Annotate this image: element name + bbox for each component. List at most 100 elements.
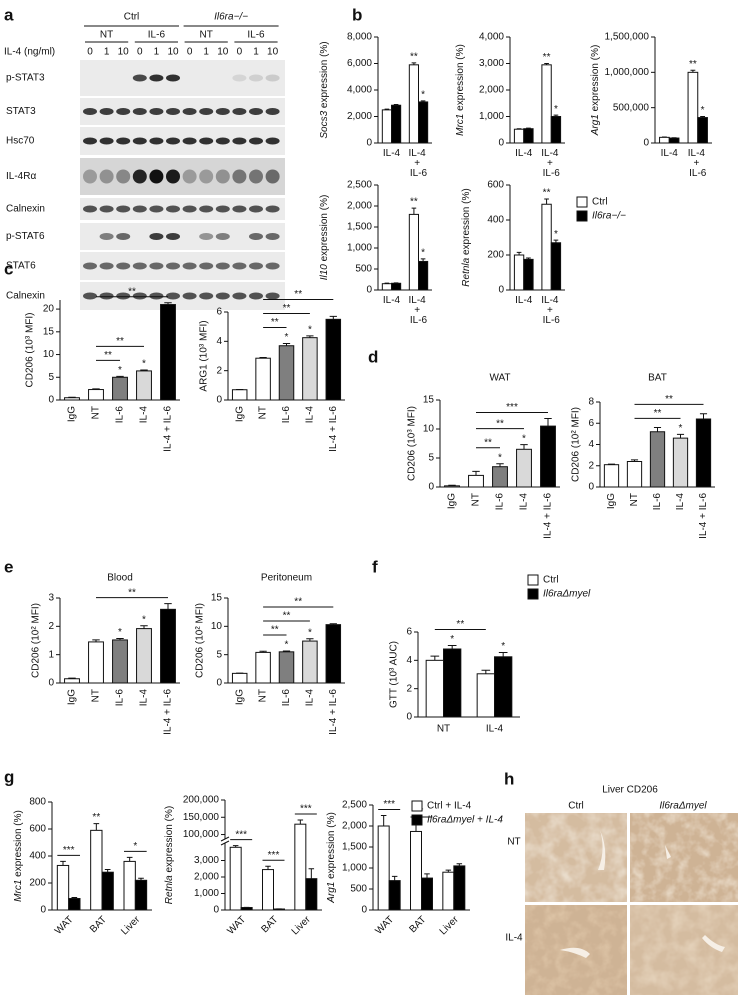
axis-break bbox=[220, 836, 230, 846]
x-tick-label: IL-4 bbox=[486, 724, 504, 735]
dose-label: 1 bbox=[154, 47, 160, 58]
blot-band bbox=[232, 169, 247, 184]
error-bar bbox=[60, 860, 66, 866]
bar bbox=[278, 651, 295, 684]
significance-mark: * bbox=[701, 105, 705, 116]
x-tick-label: IL-4 bbox=[519, 493, 530, 511]
blot-band bbox=[249, 233, 263, 240]
y-tick-label: 200,000 bbox=[183, 795, 220, 806]
bracket-label: ** bbox=[128, 286, 136, 297]
bracket-label: ** bbox=[654, 408, 662, 419]
y-tick-label: 15 bbox=[211, 593, 223, 604]
bar bbox=[229, 846, 242, 911]
blot-band bbox=[182, 292, 197, 300]
bar bbox=[90, 829, 103, 911]
y-tick-label: 4 bbox=[406, 655, 412, 666]
x-tick-label: IL-4 + IL-6 bbox=[688, 148, 708, 179]
blot-band bbox=[182, 262, 197, 270]
bar bbox=[442, 871, 455, 911]
bar bbox=[56, 864, 70, 911]
y-tick-label: 5 bbox=[216, 649, 222, 660]
panel-label: b bbox=[352, 5, 362, 24]
x-tick-label: IL-4 bbox=[515, 148, 533, 159]
bracket-label: *** bbox=[63, 845, 75, 856]
error-bar bbox=[520, 444, 528, 450]
error-bar bbox=[126, 856, 133, 862]
x-tick-label: IL-4 + IL-6 bbox=[408, 148, 428, 179]
dose-label: 0 bbox=[187, 47, 193, 58]
bar bbox=[541, 64, 552, 144]
significance-mark: ** bbox=[543, 52, 551, 63]
bar-chart: 0 500,000 1,000,000 1,500,000 Arg1 expressio… bbox=[590, 32, 712, 179]
histology-title: Liver CD206 bbox=[602, 785, 658, 796]
error-bar bbox=[411, 62, 417, 65]
error-bar bbox=[420, 258, 426, 262]
blot-band bbox=[99, 233, 114, 240]
y-axis-label: CD206 (10² MFI) bbox=[571, 407, 582, 482]
row-label: IL-4 bbox=[505, 933, 523, 944]
error-bar bbox=[329, 623, 337, 625]
blot-band bbox=[249, 292, 263, 300]
dose-label: 1 bbox=[104, 47, 110, 58]
blot-band bbox=[166, 205, 180, 213]
bar-chart: 0 2,000 4,000 6,000 8,000 Socs3 expression (%… bbox=[319, 32, 432, 179]
x-tick-label: IL-4 + IL-6 bbox=[543, 493, 554, 539]
bracket-label: ** bbox=[104, 350, 112, 361]
y-tick-label: 1,000,000 bbox=[605, 67, 650, 78]
significance-mark: * bbox=[308, 627, 312, 638]
bar bbox=[325, 318, 342, 401]
blot-band bbox=[83, 262, 97, 270]
significance-mark: * bbox=[501, 641, 505, 652]
bracket-label: ** bbox=[484, 437, 492, 448]
error-bar bbox=[380, 815, 387, 826]
blot-band bbox=[166, 108, 180, 115]
y-tick-label: 2 bbox=[48, 621, 54, 632]
y-axis-label: Retnla expression (%) bbox=[461, 188, 472, 286]
blot-band bbox=[199, 169, 214, 184]
tissue-texture bbox=[525, 813, 627, 902]
blot-band bbox=[132, 205, 147, 213]
bar bbox=[626, 461, 643, 488]
legend-label: Ctrl bbox=[592, 197, 608, 208]
y-tick-label: 2 bbox=[216, 365, 222, 376]
y-axis-label: Arg1 expression (%) bbox=[326, 812, 337, 904]
x-tick-label: NT bbox=[471, 493, 482, 506]
chart-title: WAT bbox=[489, 373, 510, 384]
x-tick-label: IL-4 bbox=[305, 406, 316, 424]
bar bbox=[231, 672, 248, 684]
bar bbox=[377, 825, 390, 911]
blot-band bbox=[166, 169, 180, 184]
bar bbox=[262, 869, 274, 911]
bar bbox=[418, 260, 429, 291]
dose-label: 10 bbox=[118, 47, 130, 58]
y-tick-label: 500,000 bbox=[613, 102, 650, 113]
bar-chart: 0 2 4 6 8 CD206 (10² MFI) BAT * IgG NT IL-6 IL-4 IL-… bbox=[571, 373, 715, 539]
bar bbox=[468, 474, 484, 488]
bar bbox=[649, 431, 666, 488]
blot-band bbox=[99, 205, 114, 213]
y-tick-label: 2,000 bbox=[342, 821, 367, 832]
y-axis-label: Mrc1 expression (%) bbox=[455, 44, 466, 136]
significance-mark: * bbox=[118, 627, 122, 638]
significance-mark: * bbox=[421, 90, 425, 101]
y-tick-label: 0 bbox=[40, 905, 46, 916]
blot-band bbox=[99, 169, 114, 184]
bracket-label: *** bbox=[268, 850, 280, 861]
error-bar bbox=[92, 388, 100, 390]
error-bar bbox=[308, 868, 315, 879]
blot-band bbox=[116, 205, 131, 213]
treatment-label: NT bbox=[100, 30, 113, 41]
y-tick-label: 2,500 bbox=[342, 800, 367, 811]
bar bbox=[453, 865, 466, 911]
y-tick-label: 6 bbox=[406, 627, 412, 638]
error-bar bbox=[544, 63, 549, 65]
error-bar bbox=[690, 69, 696, 73]
legend-label: Il6raΔmyel + IL-4 bbox=[427, 815, 503, 826]
blot-band bbox=[199, 108, 214, 115]
bracket-label: ** bbox=[283, 611, 291, 622]
blot-band bbox=[166, 74, 180, 82]
blot-band bbox=[83, 137, 97, 145]
dose-label: 0 bbox=[237, 47, 243, 58]
vessel bbox=[560, 830, 725, 958]
error-bar bbox=[384, 108, 390, 110]
